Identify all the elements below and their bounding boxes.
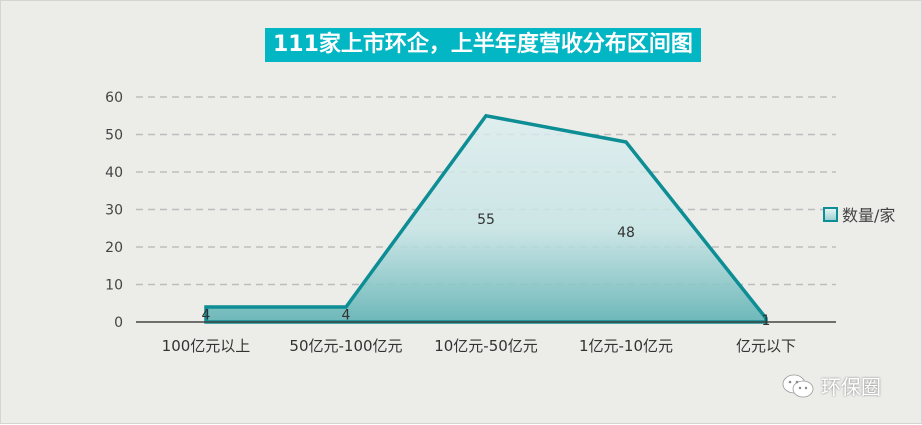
data-label: 4	[202, 308, 211, 324]
chart-title: 111家上市环企，上半年度营收分布区间图	[265, 28, 701, 62]
legend-label: 数量/家	[842, 206, 896, 225]
y-tick-label: 50	[105, 128, 123, 144]
x-tick-label: 亿元以下	[736, 337, 796, 355]
legend-swatch	[823, 206, 838, 222]
y-tick-label: 0	[114, 315, 123, 331]
y-tick-label: 30	[105, 203, 123, 219]
x-tick-label: 1亿元-10亿元	[579, 337, 673, 355]
area-fill	[206, 115, 766, 322]
watermark: 环保圈	[781, 371, 881, 400]
x-tick-label: 10亿元-50亿元	[434, 337, 538, 355]
legend: 数量/家	[823, 202, 895, 226]
data-label: 55	[477, 212, 495, 228]
x-tick-label: 50亿元-100亿元	[289, 337, 402, 355]
x-tick-label: 100亿元以上	[162, 337, 251, 355]
data-label: 1	[762, 313, 771, 329]
y-tick-label: 60	[105, 90, 123, 106]
wechat-icon	[782, 374, 814, 397]
watermark-text: 环保圈	[821, 375, 881, 399]
data-label: 48	[617, 225, 635, 241]
data-label: 4	[342, 308, 351, 324]
y-tick-label: 10	[105, 278, 123, 294]
y-tick-label: 20	[105, 240, 123, 256]
y-tick-label: 40	[105, 165, 123, 181]
